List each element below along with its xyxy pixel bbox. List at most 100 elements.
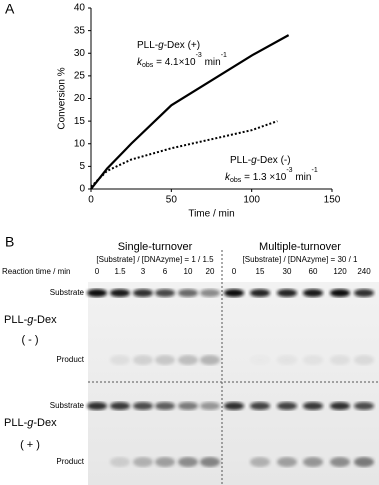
product-band — [178, 457, 198, 467]
y-tick-label: 30 — [74, 48, 86, 59]
substrate-band — [224, 402, 244, 410]
text-part: PLL- — [4, 417, 28, 429]
substrate-band — [87, 402, 107, 410]
time-label: 0 — [95, 267, 100, 276]
y-tick-label: 35 — [74, 25, 86, 36]
substrate-band — [200, 402, 220, 410]
product-band — [277, 355, 297, 365]
group-title: Multiple-turnover — [259, 241, 341, 253]
substrate-band — [277, 402, 297, 410]
text-part: -1 — [221, 52, 227, 59]
substrate-band — [250, 289, 270, 297]
annotation: PLL-g-Dex (+) — [137, 40, 200, 51]
product-band — [155, 457, 175, 467]
annotation: kobs = 4.1×10-3 min-1 — [137, 52, 227, 69]
product-band — [155, 355, 175, 365]
time-label: 1.5 — [114, 267, 126, 276]
text-part: k — [225, 172, 231, 183]
product-band — [133, 457, 153, 467]
substrate-band — [133, 402, 153, 410]
substrate-band — [200, 289, 220, 297]
x-axis-label: Time / min — [188, 209, 234, 220]
text-part: -3 — [286, 167, 292, 174]
text-part: obs — [230, 177, 242, 184]
product-band — [303, 457, 323, 467]
product-band — [133, 355, 153, 365]
product-band — [277, 457, 297, 467]
text-part: g — [27, 417, 34, 429]
product-band — [178, 355, 198, 365]
x-tick-label: 0 — [88, 195, 94, 206]
substrate-band — [250, 402, 270, 410]
time-label: 0 — [232, 267, 237, 276]
row-label: Product — [56, 457, 84, 466]
text-part: -Dex — [33, 417, 57, 429]
text-part: -Dex — [33, 314, 57, 326]
row-label: PLL-g-Dex — [4, 417, 57, 429]
substrate-band — [354, 289, 374, 297]
row-label: ( - ) — [21, 334, 38, 346]
substrate-band — [330, 402, 350, 410]
text-part: g — [251, 155, 257, 166]
row-label: ( + ) — [20, 439, 40, 451]
y-tick-label: 25 — [74, 71, 86, 82]
x-tick-label: 50 — [166, 195, 178, 206]
product-band — [110, 457, 130, 467]
substrate-band — [303, 402, 323, 410]
product-band — [303, 355, 323, 365]
text-part: k — [137, 57, 143, 68]
substrate-band — [178, 402, 198, 410]
row-label: Substrate — [50, 288, 85, 297]
time-label: 20 — [206, 267, 215, 276]
product-band — [354, 457, 374, 467]
substrate-band — [155, 402, 175, 410]
group-condition: [Substrate] / [DNAzyme] = 30 / 1 — [243, 255, 358, 264]
text-part: PLL- — [4, 314, 28, 326]
substrate-band — [178, 289, 198, 297]
series-line — [90, 34, 290, 190]
y-tick-label: 0 — [79, 184, 85, 195]
panel-label: A — [5, 1, 15, 17]
time-label: 120 — [333, 267, 347, 276]
group-title: Single-turnover — [118, 241, 193, 253]
text-part: obs — [142, 62, 154, 69]
y-axis-label: Conversion % — [57, 67, 68, 129]
substrate-band — [354, 402, 374, 410]
time-label: 3 — [141, 267, 146, 276]
product-band — [354, 355, 374, 365]
text-part: PLL- — [230, 155, 251, 166]
substrate-band — [277, 289, 297, 297]
time-label: 15 — [256, 267, 265, 276]
text-part: -Dex (-) — [257, 155, 291, 166]
substrate-band — [110, 289, 130, 297]
substrate-band — [224, 289, 244, 297]
substrate-band — [303, 289, 323, 297]
time-label: 30 — [283, 267, 292, 276]
y-tick-label: 15 — [74, 116, 86, 127]
time-label: 60 — [309, 267, 318, 276]
product-band — [330, 355, 350, 365]
substrate-band — [110, 402, 130, 410]
row-label: PLL-g-Dex — [4, 314, 57, 326]
text-part: g — [27, 314, 34, 326]
y-tick-label: 10 — [74, 138, 86, 149]
series-line — [90, 120, 278, 188]
text-part: g — [158, 40, 164, 51]
gel-background — [88, 282, 379, 485]
y-tick-label: 20 — [74, 93, 86, 104]
annotation: PLL-g-Dex (-) — [230, 155, 291, 166]
y-tick-label: 5 — [79, 161, 85, 172]
x-tick-label: 150 — [324, 195, 341, 206]
text-part: = 4.1×10 — [153, 57, 196, 68]
text-part: -1 — [311, 167, 317, 174]
substrate-band — [330, 289, 350, 297]
text-part: min — [202, 57, 221, 68]
time-label: 10 — [184, 267, 193, 276]
annotation: kobs = 1.3 ×10-3 min-1 — [225, 167, 318, 184]
y-tick-label: 40 — [74, 3, 86, 14]
product-band — [330, 457, 350, 467]
substrate-band — [133, 289, 153, 297]
x-tick-label: 100 — [243, 195, 260, 206]
product-band — [110, 355, 130, 365]
panel-label: B — [5, 234, 14, 250]
